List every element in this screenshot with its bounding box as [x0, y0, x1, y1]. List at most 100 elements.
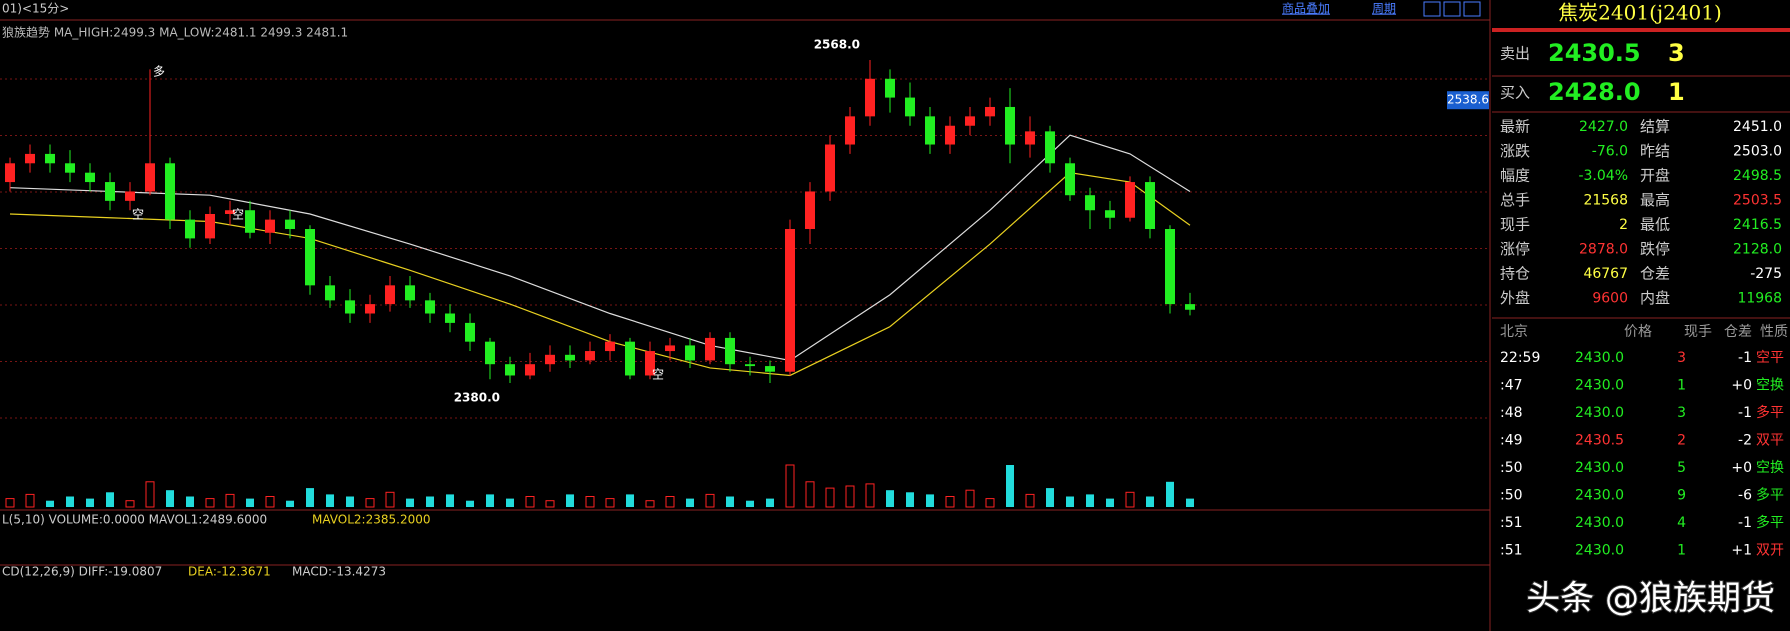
- high-label: 2568.0: [814, 38, 860, 52]
- trade-change: +0: [1731, 460, 1752, 476]
- trade-price: 2430.0: [1575, 488, 1624, 504]
- trade-price: 2430.0: [1575, 543, 1624, 559]
- candle-body: [685, 345, 695, 361]
- volume-bar: [186, 496, 194, 507]
- nav-button[interactable]: [1423, 1, 1441, 17]
- candle-body: [105, 182, 115, 201]
- volume-bar: [605, 498, 615, 508]
- candle-body: [825, 144, 835, 192]
- period: 01)<15分>: [2, 2, 69, 16]
- quote-value: -3.04%: [1578, 168, 1628, 184]
- sell-marker: 空: [232, 208, 244, 222]
- candle-body: [585, 351, 595, 361]
- quote-label: 仓差: [1640, 265, 1670, 283]
- trade-type: 空换: [1756, 377, 1784, 394]
- ma-line: [9, 172, 1191, 377]
- candle-body: [25, 153, 35, 164]
- quote-label: 外盘: [1500, 289, 1530, 307]
- volume-bar: [86, 498, 94, 507]
- nav-button[interactable]: [1463, 1, 1481, 17]
- trade-change: +0: [1731, 378, 1752, 394]
- candle-body: [225, 210, 235, 214]
- volume-bar: [1186, 498, 1194, 507]
- volume-bar: [705, 493, 715, 508]
- candle-body: [385, 285, 395, 305]
- trade-type: 空平: [1756, 350, 1784, 366]
- candle-body: [765, 366, 775, 372]
- volume-bar: [225, 493, 235, 508]
- volume-bar: [886, 490, 894, 507]
- trade-time: :47: [1500, 378, 1523, 394]
- price-tag-box: [1447, 91, 1489, 110]
- volume-bar: [5, 498, 15, 508]
- trade-qty: 5: [1677, 460, 1686, 476]
- candle-body: [605, 341, 615, 352]
- link[interactable]: 周期: [1372, 2, 1396, 16]
- trade-price: 2430.0: [1575, 350, 1624, 366]
- candle-body: [965, 116, 975, 126]
- sell-marker: 空: [652, 368, 664, 382]
- volume-bar: [545, 500, 555, 508]
- volume-bar: [205, 498, 215, 508]
- trade-change: -1: [1738, 350, 1752, 366]
- trade-qty: 4: [1677, 515, 1686, 531]
- candle-body: [1125, 182, 1135, 218]
- quote-label: 昨结: [1640, 142, 1670, 160]
- volume-bar: [645, 500, 655, 508]
- candle-body: [465, 322, 475, 342]
- trade-type: 双平: [1756, 433, 1784, 449]
- volume-bar: [125, 500, 135, 508]
- volume-bar: [1125, 491, 1135, 508]
- buy-qty: 1: [1668, 78, 1685, 106]
- nav-button[interactable]: [1443, 1, 1461, 17]
- candle-body: [645, 351, 655, 376]
- trade-qty: 2: [1677, 433, 1686, 449]
- price-tag: 2538.6: [1447, 93, 1489, 107]
- volume-bar: [686, 498, 694, 507]
- candle-body: [665, 345, 675, 352]
- volume-label: MAVOL2:2385.2000: [312, 513, 431, 527]
- volume-bar: [1006, 465, 1014, 507]
- candle-body: [1025, 131, 1035, 145]
- candle-body: [165, 163, 175, 220]
- volume-bar: [1066, 496, 1074, 507]
- candle-body: [1105, 210, 1115, 218]
- volume-bar: [466, 500, 474, 507]
- quote-label: 幅度: [1500, 167, 1530, 185]
- trade-header: 性质: [1760, 324, 1788, 340]
- macd-label: DEA:-12.3671: [188, 565, 271, 579]
- candle-body: [485, 341, 495, 365]
- quote-label: 最新: [1500, 118, 1530, 136]
- volume-bar: [1086, 494, 1094, 507]
- candle-body: [945, 125, 955, 145]
- volume-bar: [25, 493, 35, 508]
- trade-price: 2430.0: [1575, 405, 1624, 421]
- quote-value: 46767: [1583, 266, 1628, 282]
- quote-label: 内盘: [1640, 289, 1670, 307]
- quote-value: 2: [1619, 217, 1628, 233]
- trade-qty: 3: [1677, 350, 1686, 366]
- candle-body: [1145, 182, 1155, 230]
- quote-label: 持仓: [1500, 265, 1530, 283]
- volume-bar: [406, 498, 414, 507]
- volume-bar: [785, 464, 795, 508]
- candle-body: [885, 78, 895, 98]
- volume-label: L(5,10) VOLUME:0.0000 MAVOL1:2489.6000: [2, 513, 267, 527]
- trade-price: 2430.0: [1575, 378, 1624, 394]
- candle-body: [265, 219, 275, 233]
- quote-value: 11968: [1737, 291, 1782, 307]
- volume-bar: [166, 490, 174, 507]
- volume-bar: [926, 494, 934, 507]
- link[interactable]: 商品叠加: [1282, 1, 1330, 16]
- title-underline: [1492, 28, 1790, 32]
- candle-body: [305, 229, 315, 286]
- candle-body: [1045, 131, 1055, 164]
- candle-body: [845, 116, 855, 145]
- trade-time: :51: [1500, 543, 1523, 559]
- candle-body: [545, 354, 555, 365]
- volume-bar: [106, 492, 114, 507]
- trade-time: 22:59: [1500, 350, 1540, 366]
- volume-bar: [965, 489, 975, 508]
- trade-change: -1: [1738, 405, 1752, 421]
